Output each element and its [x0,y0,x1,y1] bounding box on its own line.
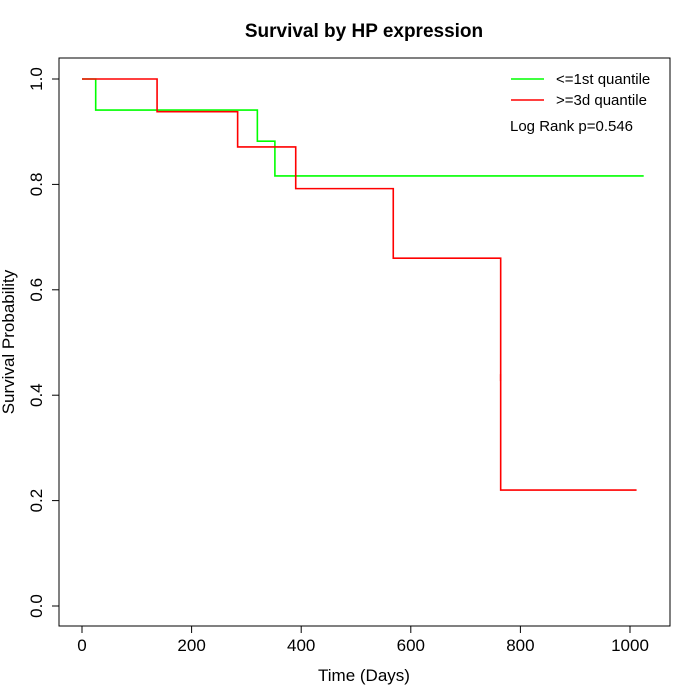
legend-label-1: >=3d quantile [556,92,647,109]
chart-title: Survival by HP expression [245,21,483,42]
y-tick-label: 0.4 [27,383,46,407]
y-axis-label: Survival Probability [0,269,18,414]
x-axis-label: Time (Days) [318,666,410,685]
series-line-0 [82,78,644,177]
y-tick-label: 0.0 [27,594,46,618]
x-tick-label: 200 [177,636,205,655]
x-axis: 0 200 400 600 800 1000 [77,625,649,655]
y-tick-label: 0.6 [27,278,46,302]
y-axis: 0.0 0.2 0.4 0.6 0.8 1.0 [27,67,60,618]
series-layer [82,78,644,491]
x-tick-label: 600 [397,636,425,655]
y-tick-label: 0.8 [27,173,46,197]
legend-label-0: <=1st quantile [556,71,650,88]
series-line-1 [82,78,637,491]
x-tick-label: 400 [287,636,315,655]
x-tick-label: 0 [77,636,86,655]
log-rank-annotation: Log Rank p=0.546 [510,118,633,135]
x-tick-label: 800 [506,636,534,655]
y-tick-label: 1.0 [27,67,46,91]
y-tick-label: 0.2 [27,489,46,513]
x-tick-label: 1000 [611,636,649,655]
plot-frame [58,57,671,627]
legend: <=1st quantile >=3d quantile [511,71,650,109]
